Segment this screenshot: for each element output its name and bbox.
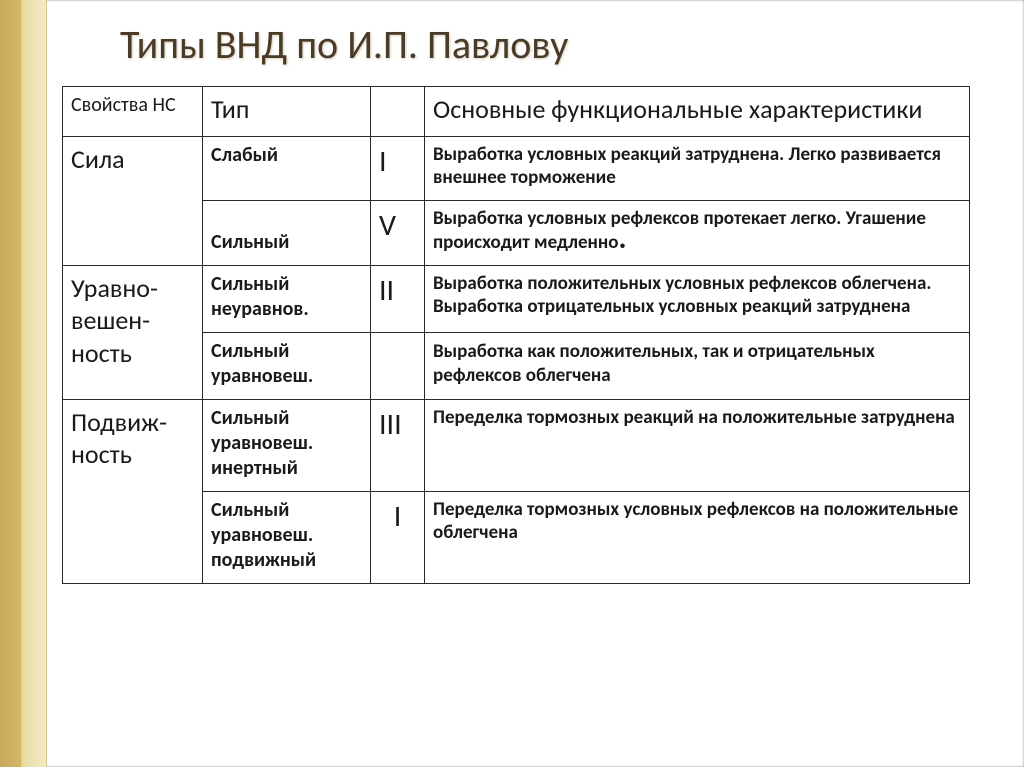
char-cell: Переделка тормозных реакций на положител…: [425, 399, 970, 491]
roman-cell: II: [371, 265, 425, 332]
left-accent-band: [0, 0, 47, 767]
slide: Типы ВНД по И.П. Павлову Свойства НС Тип…: [0, 0, 1024, 767]
type-cell: Сильный: [203, 201, 371, 266]
roman-cell: V: [371, 201, 425, 266]
type-cell: Сильный неуравнов.: [203, 265, 371, 332]
col-header-char: Основные функциональные характеристики: [425, 87, 970, 137]
char-cell: Выработка условных реакций затруднена. Л…: [425, 136, 970, 201]
roman-cell: I: [371, 136, 425, 201]
char-cell: Выработка положительных условных рефлекс…: [425, 265, 970, 332]
big-dot: .: [618, 220, 626, 257]
table-row: Подвиж-ность Сильный уравновеш. инертный…: [63, 399, 970, 491]
char-cell: Выработка условных рефлексов протекает л…: [425, 201, 970, 266]
table-header-row: Свойства НС Тип Основные функциональные …: [63, 87, 970, 137]
type-cell: Сильный уравновеш. инертный: [203, 399, 371, 491]
property-cell: Уравно-вешен-ность: [63, 265, 203, 399]
slide-title: Типы ВНД по И.П. Павлову: [120, 20, 568, 69]
property-cell: Подвиж-ность: [63, 399, 203, 583]
type-cell: Сильный уравновеш.: [203, 332, 371, 399]
char-text: Выработка условных рефлексов протекает л…: [433, 207, 926, 254]
col-header-property: Свойства НС: [63, 87, 203, 137]
char-cell: Переделка тормозных условных рефлексов н…: [425, 491, 970, 583]
type-cell: Сильный уравновеш. подвижный: [203, 491, 371, 583]
roman-cell: I: [371, 491, 425, 583]
vnd-types-table: Свойства НС Тип Основные функциональные …: [62, 86, 970, 584]
table-row: Сила Слабый I Выработка условных реакций…: [63, 136, 970, 201]
char-cell: Выработка как положительных, так и отриц…: [425, 332, 970, 399]
roman-cell: [371, 332, 425, 399]
roman-cell: III: [371, 399, 425, 491]
col-header-type: Тип: [203, 87, 371, 137]
table-row: Уравно-вешен-ность Сильный неуравнов. II…: [63, 265, 970, 332]
property-cell: Сила: [63, 136, 203, 265]
type-cell: Слабый: [203, 136, 371, 201]
col-header-roman: [371, 87, 425, 137]
